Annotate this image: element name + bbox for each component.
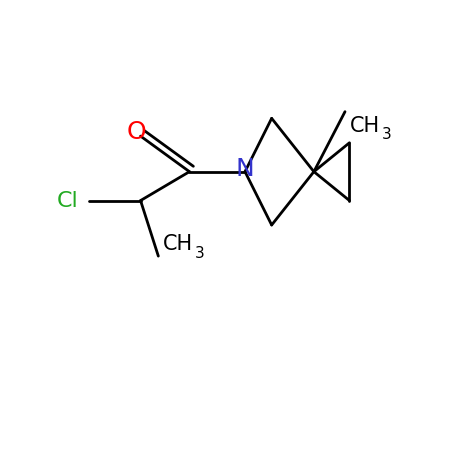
Text: 3: 3 [382,127,391,142]
Text: 3: 3 [195,247,205,261]
Text: N: N [236,158,254,181]
Text: CH: CH [163,234,193,254]
Text: Cl: Cl [57,190,78,211]
Text: O: O [126,120,146,144]
Text: CH: CH [350,116,379,136]
